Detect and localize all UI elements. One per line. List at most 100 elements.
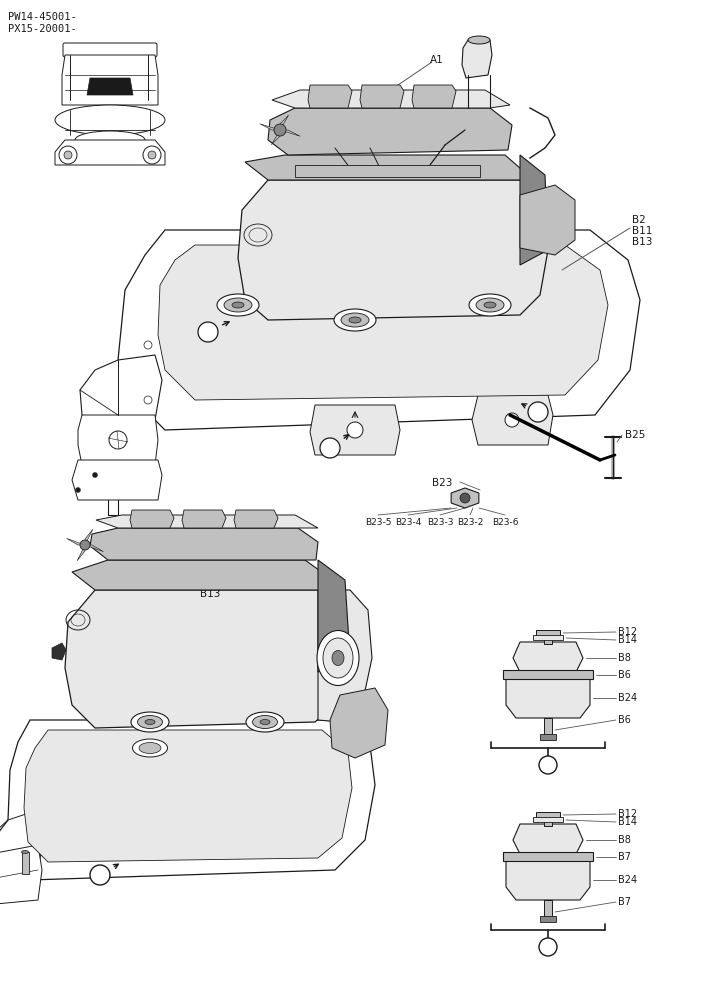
Text: B7: B7 (618, 852, 631, 862)
Ellipse shape (334, 309, 376, 331)
Circle shape (539, 938, 557, 956)
Bar (22, 852, 29, 874)
Ellipse shape (224, 298, 252, 312)
Circle shape (274, 124, 286, 136)
Polygon shape (8, 720, 375, 880)
Ellipse shape (145, 720, 155, 724)
Polygon shape (118, 230, 640, 430)
Text: B8: B8 (618, 835, 631, 845)
Text: PX15-20001-: PX15-20001- (8, 24, 77, 34)
Bar (295, 165, 480, 177)
Polygon shape (272, 130, 280, 145)
Polygon shape (308, 85, 352, 108)
Text: B7: B7 (618, 897, 631, 907)
Polygon shape (260, 124, 280, 130)
Circle shape (198, 258, 206, 266)
Polygon shape (87, 78, 133, 95)
Polygon shape (158, 245, 608, 400)
Polygon shape (330, 688, 388, 758)
Circle shape (144, 341, 152, 349)
Polygon shape (62, 55, 158, 105)
Ellipse shape (75, 131, 145, 149)
Ellipse shape (232, 302, 244, 308)
Text: B23-3: B23-3 (427, 518, 453, 527)
Text: A: A (327, 443, 333, 453)
Polygon shape (268, 108, 512, 155)
Ellipse shape (476, 298, 504, 312)
Polygon shape (90, 528, 318, 560)
Circle shape (347, 422, 363, 438)
Circle shape (505, 413, 519, 427)
Circle shape (198, 322, 218, 342)
Bar (544, 718, 552, 736)
Text: B23: B23 (432, 478, 453, 488)
Polygon shape (0, 845, 42, 905)
Bar (533, 817, 563, 822)
Circle shape (556, 286, 564, 294)
Polygon shape (238, 180, 548, 320)
Ellipse shape (332, 650, 344, 666)
Polygon shape (96, 515, 318, 528)
Polygon shape (318, 560, 350, 672)
Ellipse shape (469, 294, 511, 316)
Bar (533, 635, 563, 640)
Text: B6: B6 (618, 715, 631, 725)
Circle shape (320, 438, 340, 458)
Circle shape (539, 756, 557, 774)
Ellipse shape (341, 313, 369, 327)
Circle shape (566, 351, 574, 359)
Circle shape (528, 402, 548, 422)
Polygon shape (310, 405, 400, 455)
Circle shape (516, 258, 524, 266)
Polygon shape (245, 155, 528, 180)
Text: A: A (205, 327, 211, 337)
Ellipse shape (246, 712, 284, 732)
Text: B13: B13 (632, 237, 653, 247)
Circle shape (59, 146, 77, 164)
Polygon shape (472, 395, 553, 445)
Polygon shape (513, 642, 583, 672)
Polygon shape (360, 85, 404, 108)
Ellipse shape (139, 742, 161, 754)
Text: B13: B13 (200, 589, 220, 599)
Bar (503, 670, 593, 679)
Circle shape (75, 488, 80, 492)
Polygon shape (272, 90, 510, 108)
Circle shape (109, 431, 127, 449)
Circle shape (90, 865, 110, 885)
Circle shape (80, 540, 90, 550)
Ellipse shape (22, 850, 28, 854)
Polygon shape (52, 643, 66, 660)
Circle shape (64, 151, 72, 159)
Polygon shape (520, 185, 575, 255)
Bar (544, 812, 552, 826)
Polygon shape (0, 810, 44, 875)
Bar (536, 630, 560, 637)
Text: B6: B6 (618, 670, 631, 680)
Ellipse shape (253, 716, 277, 728)
Ellipse shape (132, 739, 168, 757)
Polygon shape (412, 85, 456, 108)
Ellipse shape (484, 302, 496, 308)
Polygon shape (67, 538, 85, 545)
Text: PW14-45001-: PW14-45001- (8, 12, 77, 22)
Text: B23-2: B23-2 (457, 518, 483, 527)
Polygon shape (55, 140, 165, 165)
Circle shape (92, 473, 97, 478)
Text: B12: B12 (618, 809, 637, 819)
Bar (503, 852, 593, 861)
Text: B11: B11 (632, 226, 653, 236)
Polygon shape (462, 40, 492, 78)
Polygon shape (280, 130, 301, 136)
Bar (536, 812, 560, 819)
Ellipse shape (468, 36, 490, 44)
Polygon shape (234, 510, 278, 528)
Circle shape (144, 396, 152, 404)
Circle shape (460, 493, 470, 503)
Text: B: B (96, 870, 103, 880)
Polygon shape (85, 529, 93, 545)
Text: B12: B12 (618, 627, 637, 637)
Bar (544, 630, 552, 644)
Bar (540, 916, 556, 922)
Circle shape (143, 146, 161, 164)
